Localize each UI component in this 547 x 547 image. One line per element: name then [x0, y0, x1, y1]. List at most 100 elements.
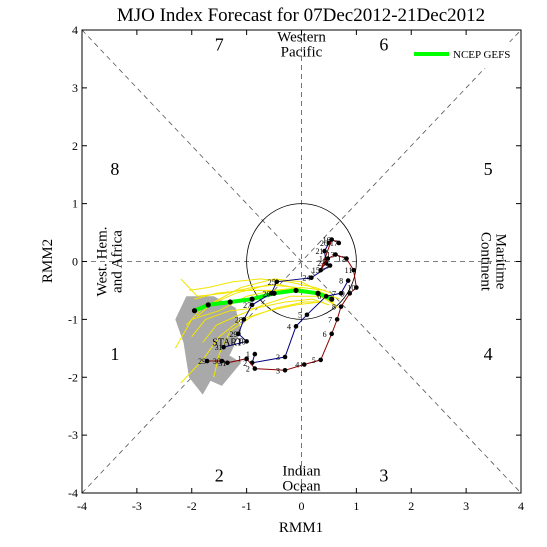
forecast-day-label: 10: [347, 284, 355, 293]
observed-day-label: 3: [276, 353, 280, 362]
observed-day-label: 27: [243, 301, 251, 310]
observed-point: [249, 302, 255, 308]
forecast-point: [329, 331, 334, 337]
forecast-point: [354, 285, 359, 290]
phase-label: 1: [110, 344, 119, 364]
ensemble-member-line: [188, 278, 332, 294]
region-label-line: Ocean: [282, 479, 321, 495]
grid-layer: [81, 29, 522, 494]
x-tick-label: 0: [299, 499, 305, 513]
start-label: START: [212, 337, 242, 348]
forecast-point: [333, 252, 338, 257]
phase-label: 2: [215, 466, 224, 486]
observed-day-label: 29: [229, 330, 237, 339]
phase-label: 8: [110, 159, 119, 179]
region-label-line: West. Hem.: [94, 226, 110, 296]
observed-point: [323, 260, 329, 266]
observed-day-label: 23: [321, 262, 329, 271]
forecast-point: [244, 356, 249, 362]
legend: NCEP GEFS: [404, 42, 518, 68]
observed-day-label: 5: [298, 311, 302, 320]
forecast-day-label: 3: [276, 366, 280, 375]
observed-point: [269, 291, 274, 296]
legend-entry-label: NCEP GEFS: [453, 49, 510, 61]
observed-day-label: 25: [268, 278, 276, 287]
forecast-day-label: 15: [312, 266, 320, 275]
ensemble-mean-point: [329, 296, 335, 302]
forecast-point: [318, 267, 324, 273]
ensemble-mean-point: [191, 308, 198, 314]
observed-point: [338, 291, 344, 296]
observed-day-label: 2: [243, 359, 247, 368]
forecast-point: [344, 256, 349, 261]
observed-point: [282, 354, 288, 360]
forecast-point: [225, 360, 230, 366]
observed-day-label: 4: [287, 322, 291, 331]
forecast-day-label: 1: [238, 355, 242, 364]
x-tick-label: -2: [187, 499, 197, 513]
forecast-point: [219, 358, 225, 364]
forecast-day-label: 16: [323, 236, 331, 245]
forecast-day-label: 13: [327, 251, 335, 260]
region-label-line: Maritime: [493, 234, 509, 290]
region-label-line: Indian: [282, 464, 321, 480]
phase-label: 6: [379, 34, 388, 54]
observed-day-label: 1: [246, 350, 250, 359]
region-label-line: Pacific: [281, 44, 323, 60]
observed-point: [323, 293, 329, 299]
y-tick-label: -1: [68, 312, 78, 326]
forecast-point: [325, 256, 331, 261]
phase-label: 5: [484, 159, 493, 179]
region-label-line: Western: [277, 29, 326, 45]
ensemble-spread-area: [175, 296, 242, 395]
ensemble-member-line: [180, 301, 321, 384]
forecast-point: [336, 240, 342, 246]
forecast-day-label: 9: [341, 289, 345, 298]
y-tick-label: 0: [72, 255, 78, 269]
ensemble-mean-line: [193, 288, 333, 313]
observed-point: [309, 275, 314, 281]
observed-day-label: 21: [316, 247, 324, 256]
observed-day-label: 6: [317, 292, 321, 301]
forecast-day-label: 17: [330, 239, 338, 248]
ensemble-member-line: [202, 295, 335, 343]
phase-label: 7: [215, 34, 224, 54]
observed-point: [236, 331, 241, 337]
forecast-point: [351, 267, 356, 273]
observed-day-label: 28: [235, 315, 243, 324]
ensemble-mean-point: [315, 290, 321, 296]
region-label-line: and Africa: [109, 230, 125, 293]
unit-circle: [246, 203, 357, 320]
observed-day-label: 20: [320, 239, 328, 248]
region-label-line: Continent: [478, 232, 494, 292]
forecast-day-label: 11: [345, 266, 353, 275]
ensemble-mean-layer: [191, 287, 335, 314]
x-tick-label: 2: [408, 499, 414, 513]
observed-point: [293, 324, 299, 329]
y-tick-label: -2: [68, 370, 78, 384]
ensemble-mean-point: [205, 302, 211, 308]
forecast-day-label: 29: [198, 357, 206, 366]
forecast-day-label: 30: [213, 357, 221, 366]
y-tick-label: 3: [72, 81, 78, 95]
forecast-point: [338, 304, 344, 309]
forecast-day-label: 14: [319, 255, 327, 264]
phase-label: 3: [379, 466, 388, 486]
spread-layer: [175, 296, 242, 395]
observed-point: [274, 279, 280, 285]
y-tick-label: -4: [68, 486, 78, 500]
ensemble-mean-point: [227, 299, 233, 305]
forecast-day-label: 5: [312, 356, 316, 365]
x-tick-label: 1: [353, 499, 359, 513]
forecast-point: [282, 368, 288, 373]
observed-day-label: 31: [215, 343, 223, 352]
forecast-point: [334, 317, 340, 322]
observed-point: [304, 312, 310, 318]
observed-point: [241, 317, 247, 322]
x-tick-label: -1: [242, 499, 252, 513]
